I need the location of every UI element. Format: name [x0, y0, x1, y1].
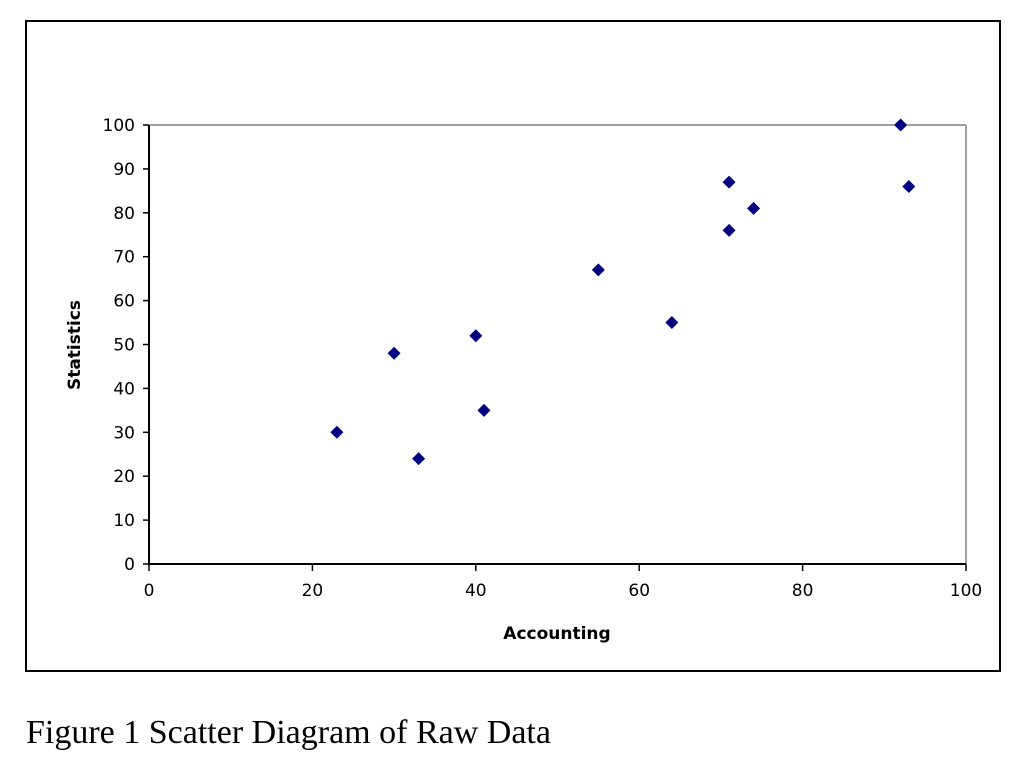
y-axis-ticks: 0 10 20 30 40 50 60 70 80 90 100 — [103, 116, 149, 575]
scatter-chart: 0 10 20 30 40 50 60 70 80 90 100 0 20 40 60 80 100 Acco… — [65, 116, 982, 644]
data-point — [477, 403, 491, 417]
y-axis-title: Statistics — [65, 300, 85, 390]
data-point — [902, 179, 916, 193]
x-tick-label: 60 — [628, 581, 650, 601]
data-point — [722, 223, 736, 237]
x-axis-title: Accounting — [503, 624, 610, 644]
x-axis-ticks: 0 20 40 60 80 100 — [144, 564, 982, 601]
data-point — [665, 316, 679, 330]
data-point — [469, 329, 483, 343]
y-tick-label: 80 — [113, 204, 135, 224]
data-point — [894, 118, 908, 132]
y-tick-label: 40 — [113, 379, 135, 399]
data-point — [412, 452, 426, 466]
y-tick-label: 10 — [113, 511, 135, 531]
y-tick-label: 50 — [113, 336, 135, 356]
x-tick-label: 40 — [465, 581, 487, 601]
y-tick-label: 0 — [124, 555, 135, 575]
data-point — [387, 346, 401, 360]
data-points — [330, 118, 916, 466]
y-tick-label: 60 — [113, 292, 135, 312]
y-tick-label: 100 — [103, 116, 135, 136]
data-point — [747, 201, 761, 215]
chart-frame: 0 10 20 30 40 50 60 70 80 90 100 0 20 40 60 80 100 Acco… — [25, 20, 1001, 672]
x-tick-label: 100 — [950, 581, 982, 601]
y-tick-label: 70 — [113, 248, 135, 268]
x-tick-label: 80 — [792, 581, 814, 601]
x-tick-label: 20 — [302, 581, 324, 601]
y-tick-label: 90 — [113, 160, 135, 180]
y-tick-label: 30 — [113, 423, 135, 443]
data-point — [722, 175, 736, 189]
y-tick-label: 20 — [113, 467, 135, 487]
x-tick-label: 0 — [144, 581, 155, 601]
plot-area — [148, 124, 967, 565]
data-point — [330, 425, 344, 439]
figure-caption: Figure 1 Scatter Diagram of Raw Data — [26, 714, 551, 751]
data-point — [591, 263, 605, 277]
